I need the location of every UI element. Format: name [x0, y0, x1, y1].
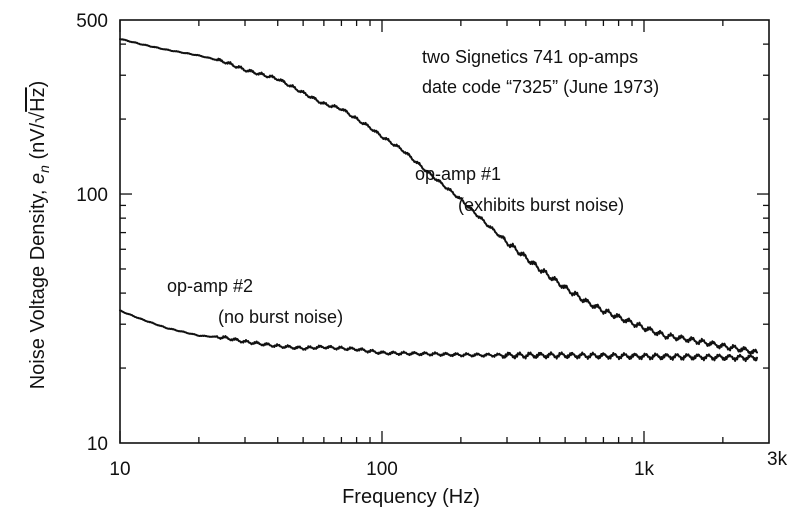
series-1-label: op-amp #1 — [415, 164, 501, 184]
x-tick-label: 100 — [366, 459, 398, 480]
y-axis-label-subscript: n — [36, 165, 52, 173]
x-tick-label: 10 — [109, 459, 130, 480]
series-layer — [119, 38, 758, 363]
y-tick-label: 100 — [76, 185, 108, 206]
y-axis-label-hz: Hz — [27, 87, 49, 111]
y-axis-label-prefix: Noise Voltage Density, — [27, 184, 49, 389]
y-tick-label: 10 — [87, 434, 108, 455]
series-2-label: op-amp #2 — [167, 276, 253, 296]
y-axis-label-unit-open: (nV/ — [27, 122, 49, 165]
x-axis-label: Frequency (Hz) — [342, 486, 480, 508]
info-annotation-line-2: date code “7325” (June 1973) — [422, 77, 659, 97]
y-tick-label: 500 — [76, 11, 108, 32]
info-annotation-line-1: two Signetics 741 op-amps — [422, 47, 638, 67]
series-line-1 — [119, 38, 758, 356]
series-line-2 — [119, 309, 758, 363]
x-tick-label: 1k — [634, 459, 655, 480]
series-1-note: (exhibits burst noise) — [458, 195, 624, 215]
series-2-note: (no burst noise) — [218, 307, 343, 327]
y-axis-ticks: 10 100 500 — [76, 11, 769, 455]
y-axis-label-unit-close: ) — [27, 81, 49, 88]
y-axis-label: Noise Voltage Density, en (nV/√Hz) — [27, 81, 52, 390]
y-axis-label-sqrt: √ — [27, 112, 49, 123]
x-tick-label: 3k — [767, 449, 788, 470]
plot-frame — [119, 19, 770, 444]
x-axis-ticks: 10 100 1k 3k — [109, 20, 788, 480]
y-axis-label-symbol: e — [27, 173, 49, 184]
